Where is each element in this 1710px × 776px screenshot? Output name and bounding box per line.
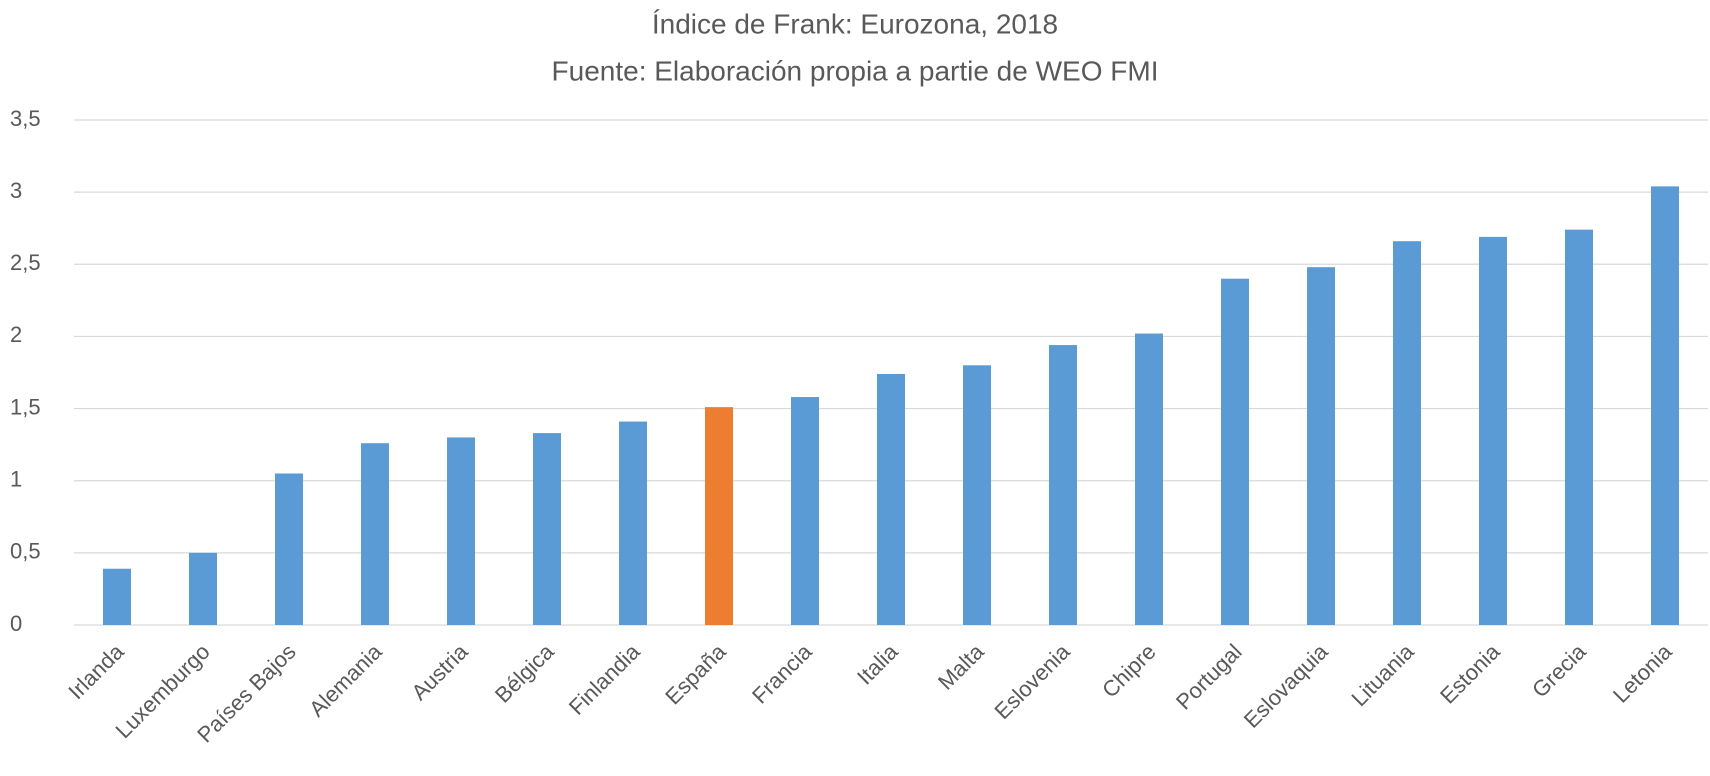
bar [877, 373, 905, 625]
x-tick-label: Estonia [1435, 638, 1505, 708]
bar [1135, 333, 1163, 625]
chart-title: Índice de Frank: Eurozona, 2018 [652, 8, 1058, 39]
x-tick-label: Eslovaquia [1239, 638, 1333, 732]
y-tick-label: 1 [10, 467, 22, 492]
bar [189, 552, 217, 625]
y-tick-label: 3,5 [10, 106, 41, 131]
x-tick-label: Francia [747, 638, 817, 708]
chart-subtitle: Fuente: Elaboración propia a partie de W… [552, 55, 1159, 86]
bar [963, 365, 991, 625]
x-tick-label: Letonia [1608, 638, 1677, 707]
x-tick-label: Chipre [1097, 639, 1161, 703]
x-tick-label: Italia [852, 638, 903, 689]
bar [103, 568, 131, 625]
x-tick-label: Portugal [1171, 639, 1247, 715]
x-tick-label: Austria [407, 638, 474, 705]
bar [1651, 186, 1679, 625]
y-tick-label: 1,5 [10, 394, 41, 419]
x-tick-label: Grecia [1527, 638, 1591, 702]
x-tick-label: Alemania [304, 638, 387, 721]
bar [447, 437, 475, 625]
bar [1221, 278, 1249, 625]
x-tick-label: Bélgica [490, 638, 559, 707]
bar [1565, 229, 1593, 625]
y-tick-label: 2,5 [10, 250, 41, 275]
y-tick-label: 3 [10, 178, 22, 203]
bar [1049, 345, 1077, 625]
bar [361, 443, 389, 625]
y-tick-label: 0,5 [10, 539, 41, 564]
bar [619, 421, 647, 625]
bar [791, 397, 819, 625]
y-tick-label: 2 [10, 322, 22, 347]
bar [705, 407, 733, 625]
bar [275, 473, 303, 625]
x-tick-label: España [660, 638, 731, 709]
x-tick-label: Lituania [1346, 638, 1419, 711]
bar [1307, 267, 1335, 625]
y-tick-label: 0 [10, 611, 22, 636]
bar [1393, 241, 1421, 625]
x-tick-label: Finlandia [564, 638, 645, 719]
bar [1479, 236, 1507, 625]
x-tick-label: Malta [933, 638, 989, 694]
x-tick-label: Irlanda [63, 638, 129, 704]
bar [533, 433, 561, 625]
x-tick-label: Eslovenia [990, 638, 1076, 724]
